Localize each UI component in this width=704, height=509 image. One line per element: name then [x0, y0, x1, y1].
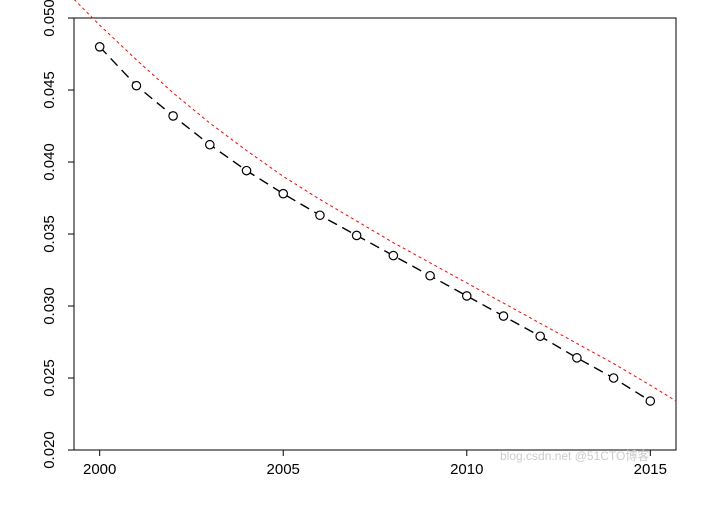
x-tick-label: 2005	[267, 461, 300, 478]
data-point	[206, 141, 214, 149]
data-point	[499, 312, 507, 320]
data-point	[463, 292, 471, 300]
y-tick-label: 0.040	[41, 143, 58, 181]
data-point	[573, 354, 581, 362]
y-tick-label: 0.050	[41, 0, 58, 37]
data-point	[95, 43, 103, 51]
y-tick-label: 0.025	[41, 359, 58, 397]
y-tick-label: 0.020	[41, 431, 58, 469]
x-tick-label: 2000	[83, 461, 116, 478]
chart-svg: 2000 2005 2010 2015 0.020 0.025 0.030 0.035 0.04…	[0, 0, 704, 509]
data-point	[169, 112, 177, 120]
data-point	[609, 374, 617, 382]
chart-container: 2000 2005 2010 2015 0.020 0.025 0.030 0.035 0.04…	[0, 0, 704, 509]
y-tick-label: 0.035	[41, 215, 58, 253]
data-point	[242, 166, 250, 174]
chart-background	[0, 0, 704, 509]
data-point	[279, 189, 287, 197]
data-point	[389, 251, 397, 259]
data-point	[352, 231, 360, 239]
data-point	[132, 81, 140, 89]
x-tick-label: 2010	[450, 461, 483, 478]
y-tick-label: 0.045	[41, 71, 58, 109]
data-point	[316, 211, 324, 219]
data-point	[536, 332, 544, 340]
data-point	[646, 397, 654, 405]
x-tick-label: 2015	[634, 461, 667, 478]
watermark-text: blog.csdn.net @51CTO博客	[500, 448, 649, 463]
y-tick-label: 0.030	[41, 287, 58, 325]
data-point	[426, 272, 434, 280]
